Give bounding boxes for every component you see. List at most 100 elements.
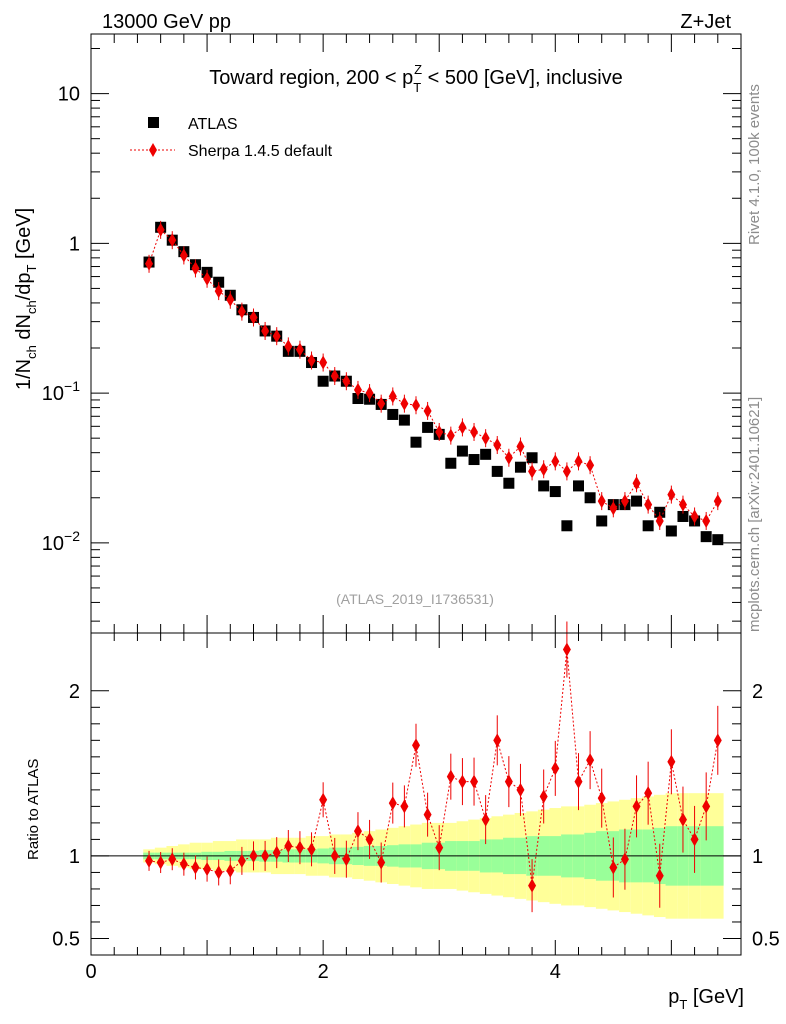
ratio-sherpa-point (713, 733, 722, 748)
ratio-ytick-label: 2 (69, 681, 80, 703)
sherpa-point (203, 271, 212, 286)
ratio-sherpa-point (179, 857, 188, 872)
ratio-sherpa-point (435, 840, 444, 855)
sherpa-point (586, 458, 595, 473)
ratio-sherpa-point (353, 824, 362, 839)
ratio-sherpa-point (586, 753, 595, 768)
sherpa-point (562, 464, 571, 479)
ratio-sherpa-point (365, 832, 374, 847)
sherpa-point (539, 462, 548, 477)
sherpa-point (644, 497, 653, 512)
sherpa-point (713, 494, 722, 509)
ratio-sherpa-point (319, 792, 328, 807)
ratio-sherpa-point (145, 853, 154, 868)
process-label: Z+Jet (680, 11, 731, 33)
atlas-point (468, 454, 480, 466)
ratio-y-axis-label: Ratio to ATLAS (25, 759, 42, 860)
sherpa-point (377, 396, 386, 411)
sherpa-point (261, 323, 270, 338)
sherpa-point (412, 398, 420, 413)
legend: ATLAS Sherpa 1.4.5 default (130, 116, 333, 160)
ratio-sherpa-point (446, 769, 455, 784)
ratio-sherpa-point (574, 774, 583, 789)
atlas-point (491, 465, 503, 477)
ratio-sherpa-point (330, 848, 339, 863)
main-ytick-label: 10−1 (42, 378, 80, 405)
ratio-sherpa-point (307, 842, 316, 857)
ratio-sherpa-point (562, 642, 571, 657)
ratio-sherpa-point (528, 878, 537, 893)
ratio-sherpa-point (249, 848, 258, 863)
atlas-point (398, 414, 410, 426)
sherpa-point (504, 450, 513, 465)
sherpa-point (214, 284, 223, 299)
sherpa-point (667, 487, 676, 502)
main-y-axis-label: 1/Nch dNch/dpT [GeV] (13, 208, 39, 390)
sherpa-point (319, 355, 328, 370)
atlas-point (712, 534, 724, 546)
ratio-sherpa-point (203, 862, 212, 877)
sherpa-point (597, 494, 606, 509)
sherpa-point (470, 424, 479, 439)
sherpa-point (272, 329, 281, 344)
sherpa-point (365, 386, 374, 401)
ratio-sherpa-point (400, 799, 409, 814)
atlas-point (596, 515, 608, 527)
ratio-sherpa-point (377, 855, 386, 870)
ratio-ytick-label-right: 2 (752, 681, 763, 703)
atlas-point (422, 421, 434, 433)
ratio-sherpa-point (412, 738, 420, 753)
ratio-sherpa-point (156, 855, 165, 870)
sherpa-point (655, 513, 664, 528)
atlas-point (526, 452, 538, 464)
sherpa-point (156, 222, 165, 237)
ratio-sherpa-point (214, 865, 223, 880)
ratio-tick-labels: 0.5 0.5 1 1 2 2 (52, 681, 780, 951)
sherpa-point (516, 439, 525, 454)
sherpa-point (528, 464, 537, 479)
atlas-point (410, 436, 422, 448)
main-ytick-label: 10 (58, 84, 80, 106)
sherpa-point (632, 476, 641, 491)
ratio-sherpa-point (620, 852, 629, 867)
sherpa-line (148, 229, 719, 522)
ratio-sherpa-point (284, 839, 293, 854)
sherpa-point (493, 438, 502, 453)
sherpa-point (551, 454, 560, 469)
ratio-sherpa-point (597, 791, 606, 806)
atlas-point (677, 510, 689, 522)
ratio-sherpa-point (644, 786, 653, 801)
sherpa-point (690, 509, 699, 524)
sherpa-point (168, 233, 177, 248)
sherpa-point (678, 497, 687, 512)
legend-atlas-marker (148, 117, 159, 128)
sherpa-curve (145, 220, 722, 530)
sherpa-point (237, 304, 246, 319)
ratio-sherpa-point (226, 863, 235, 878)
sherpa-point (295, 342, 304, 357)
ratio-sherpa-point (342, 852, 351, 867)
ratio-sherpa-point (690, 832, 699, 847)
ratio-sherpa-point (470, 774, 479, 789)
ratio-sherpa-point (702, 799, 711, 814)
ratio-sherpa-curve (145, 621, 722, 913)
plot-title: Toward region, 200 < pTZ < 500 [GeV], in… (209, 62, 623, 95)
ratio-sherpa-point (539, 789, 548, 804)
ratio-sherpa-point (272, 845, 281, 860)
rivet-label: Rivet 4.1.0, 100k events (746, 84, 763, 245)
atlas-point (665, 525, 677, 537)
atlas-point (549, 486, 561, 498)
x-tick-label: 4 (550, 961, 561, 983)
analysis-id-label: (ATLAS_2019_I1736531) (336, 591, 494, 607)
sherpa-point (307, 353, 316, 368)
atlas-point (631, 495, 643, 507)
main-ytick-labels: 10 1 10−1 10−2 (42, 84, 80, 555)
ratio-sherpa-point (609, 860, 618, 875)
sherpa-point (574, 454, 583, 469)
sherpa-point (458, 420, 467, 435)
sherpa-point (620, 494, 629, 509)
sherpa-point (400, 396, 409, 411)
main-ytick-label: 10−2 (42, 528, 80, 555)
energy-label: 13000 GeV pp (102, 11, 231, 33)
